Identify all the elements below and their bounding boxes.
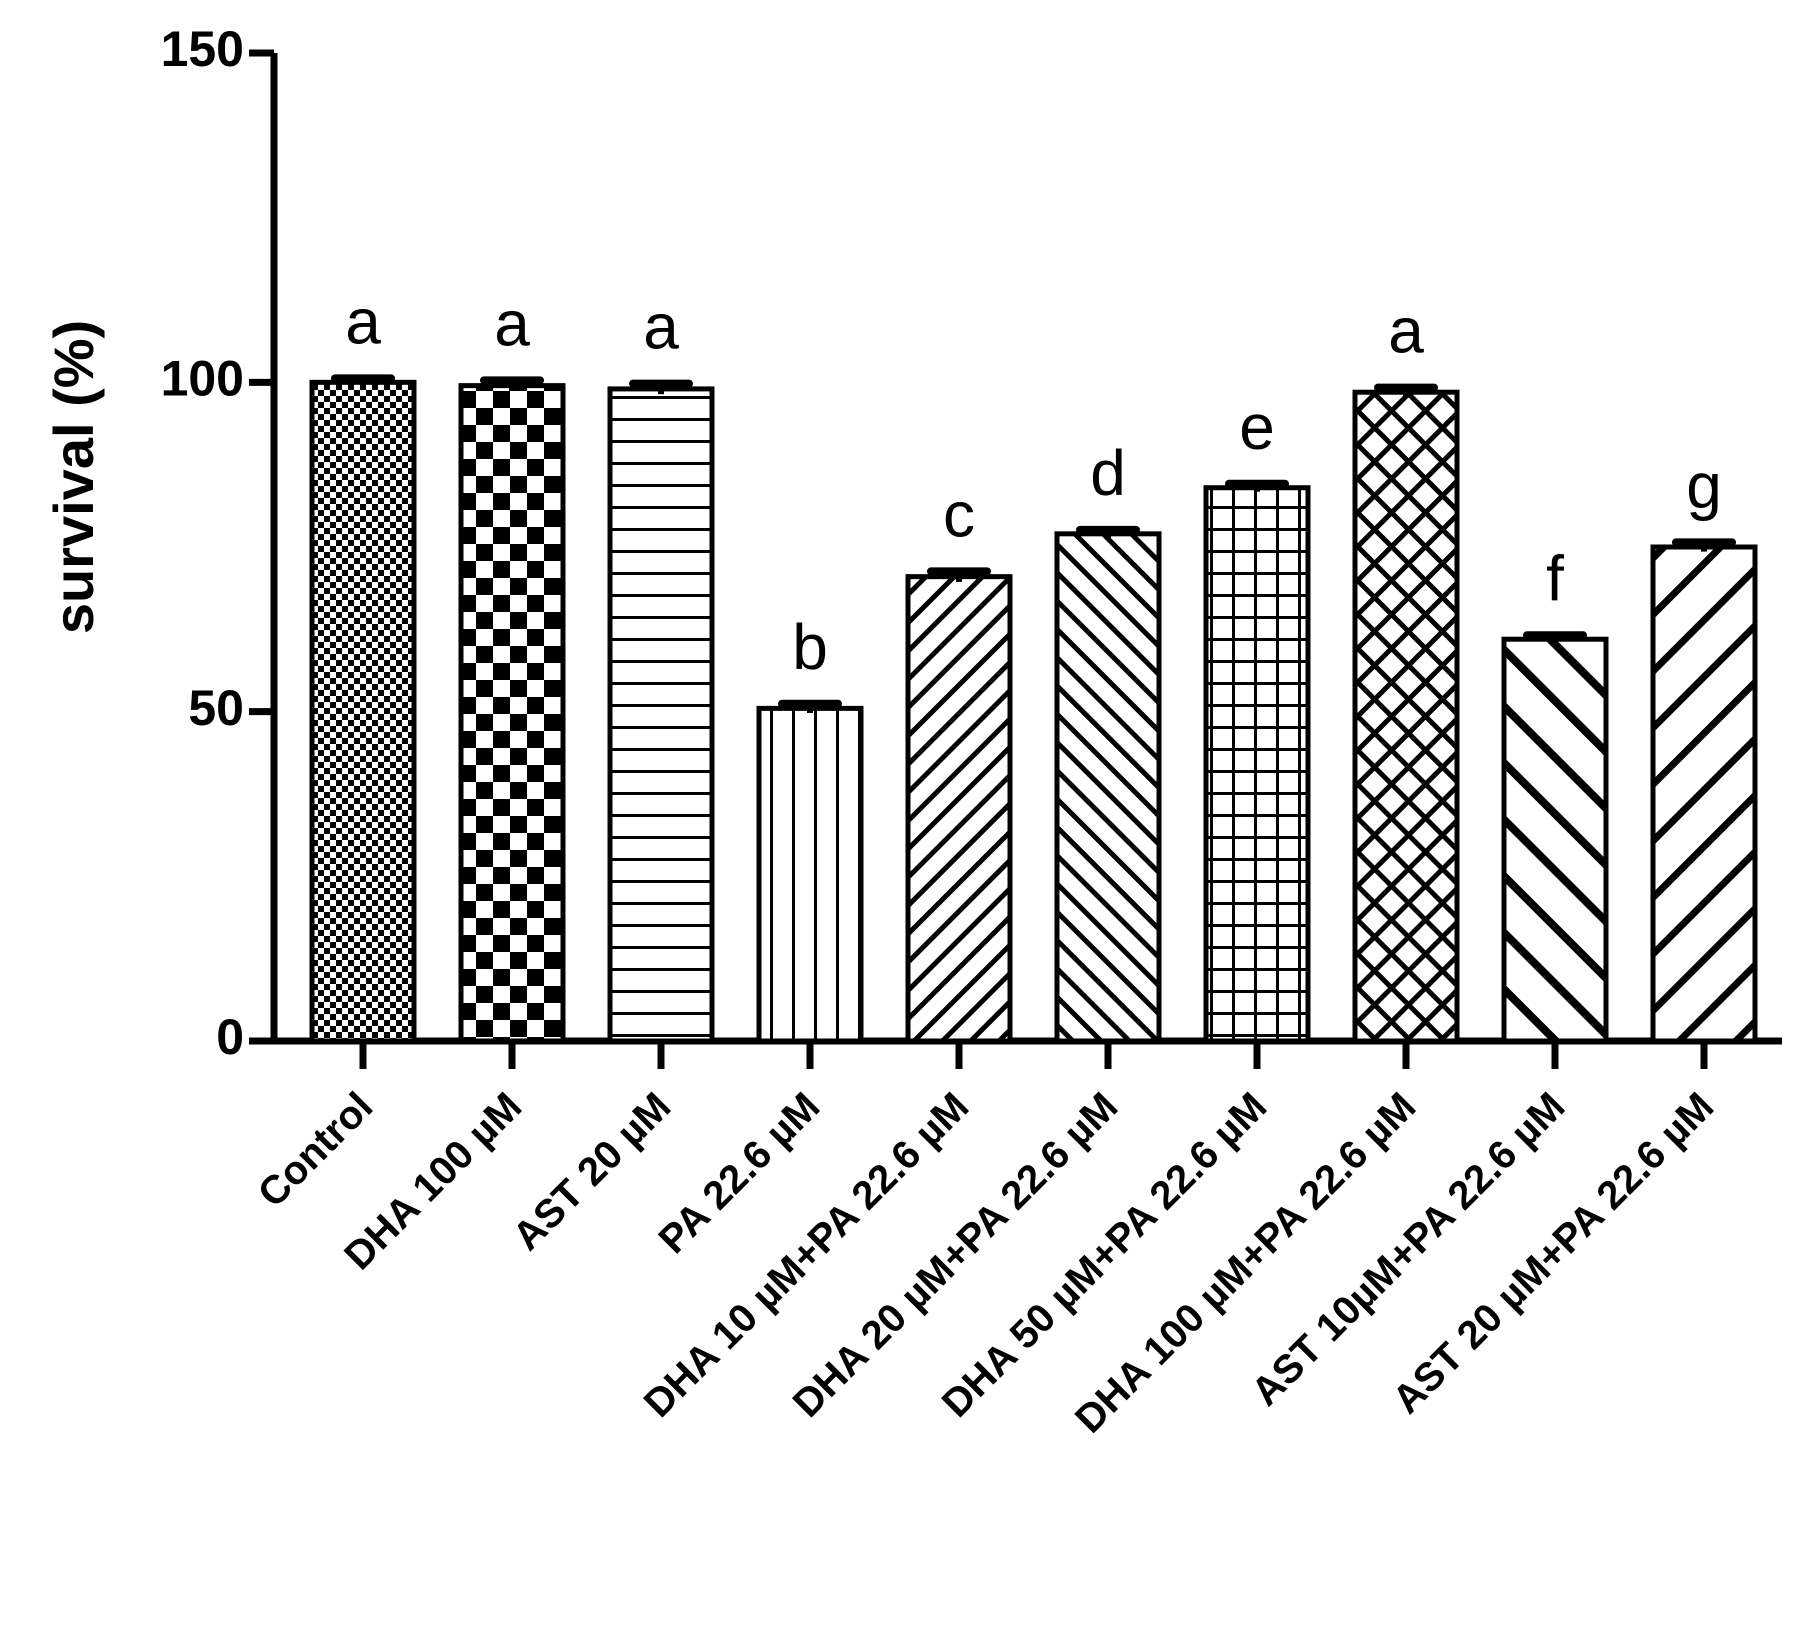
bar	[1650, 544, 1758, 1044]
y-tick-label: 0	[216, 1009, 244, 1065]
bar	[1054, 531, 1162, 1044]
significance-label: b	[792, 611, 828, 683]
bar	[1501, 636, 1609, 1044]
bar	[756, 705, 864, 1044]
bar	[309, 379, 417, 1044]
bar	[458, 383, 566, 1044]
bar	[607, 386, 715, 1044]
significance-label: f	[1546, 542, 1564, 614]
significance-label: g	[1686, 449, 1722, 521]
significance-label: a	[643, 291, 679, 363]
y-tick-label: 50	[188, 680, 244, 736]
significance-label: a	[494, 287, 530, 359]
bar	[905, 574, 1013, 1044]
bar	[1203, 485, 1311, 1044]
bars-group	[309, 374, 1758, 1044]
significance-label: a	[1388, 295, 1424, 367]
y-tick-label: 150	[161, 21, 244, 77]
y-axis-label: survival (%)	[42, 320, 105, 634]
significance-label: e	[1239, 391, 1275, 463]
significance-label: c	[943, 478, 975, 550]
x-tick-label: Control	[250, 1084, 382, 1216]
significance-label: d	[1090, 437, 1126, 509]
significance-label: a	[345, 285, 381, 357]
x-tick-label: AST 10µM+PA 22.6 µM	[1243, 1084, 1573, 1414]
bar	[1352, 389, 1460, 1044]
y-tick-label: 100	[161, 351, 244, 407]
